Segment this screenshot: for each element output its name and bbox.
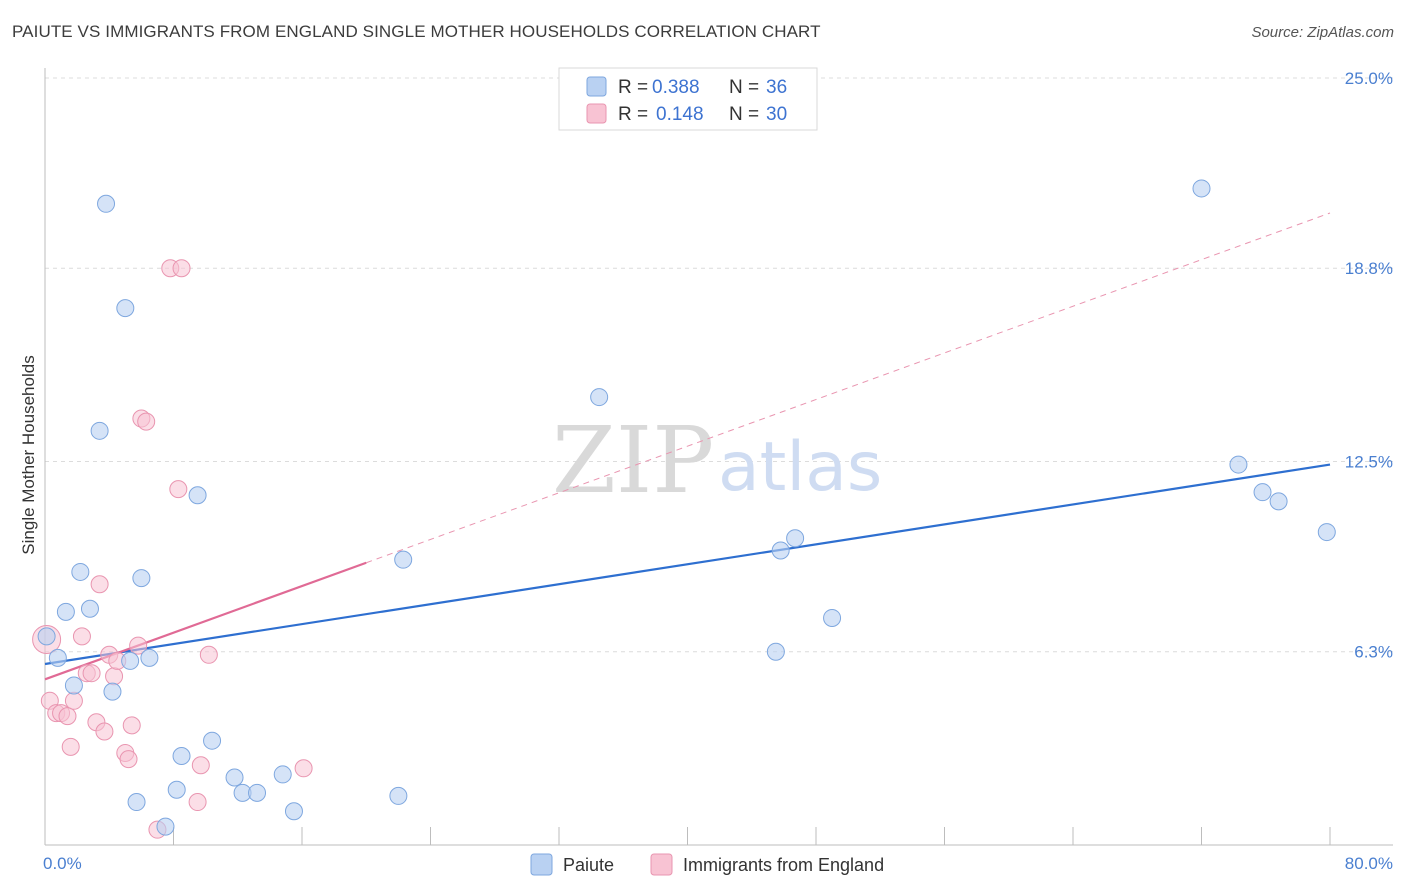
y-tick-label: 12.5% <box>1345 453 1393 472</box>
data-point-paiute <box>140 648 159 667</box>
data-point-england <box>199 645 218 664</box>
data-point-paiute <box>1269 492 1288 511</box>
data-point-england <box>82 664 101 683</box>
bottom-legend: Paiute Immigrants from England <box>530 853 884 876</box>
data-point-paiute <box>823 608 842 627</box>
data-point-paiute <box>188 486 207 505</box>
data-point-paiute <box>766 642 785 661</box>
data-point-england <box>72 627 91 646</box>
data-point-england <box>169 480 188 499</box>
data-point-paiute <box>284 802 303 821</box>
data-point-paiute <box>273 765 292 784</box>
data-point-paiute <box>48 648 67 667</box>
data-point-paiute <box>1192 179 1211 198</box>
data-point-paiute <box>71 562 90 581</box>
data-point-paiute <box>771 541 790 560</box>
data-point-paiute <box>172 747 191 766</box>
data-point-england <box>172 259 191 278</box>
data-point-paiute <box>1317 523 1336 542</box>
data-point-paiute <box>1253 483 1272 502</box>
data-point-england <box>61 737 80 756</box>
data-point-paiute <box>64 676 83 695</box>
data-point-paiute <box>394 550 413 569</box>
bottom-legend-swatch-paiute <box>530 853 553 876</box>
trend-line-england <box>44 561 367 681</box>
data-point-paiute <box>248 783 267 802</box>
grid-lines <box>45 77 1393 653</box>
chart-title: PAIUTE VS IMMIGRANTS FROM ENGLAND SINGLE… <box>12 22 821 41</box>
y-tick-label: 6.3% <box>1354 643 1393 662</box>
watermark-atlas: atlas <box>718 428 882 507</box>
y-tick-labels: 6.3% 12.5% 18.8% 25.0% <box>1345 69 1393 662</box>
data-point-paiute <box>1229 455 1248 474</box>
data-points <box>32 179 1336 839</box>
legend-r-value-2: 0.148 <box>656 104 704 125</box>
data-point-paiute <box>590 388 609 407</box>
data-point-england <box>119 750 138 769</box>
legend: R = 0.388 N = 36 R = 0.148 N = 30 <box>558 67 818 131</box>
x-tick-label-max: 80.0% <box>1345 854 1393 873</box>
data-point-england <box>122 716 141 735</box>
data-point-paiute <box>90 421 109 440</box>
y-axis-label: Single Mother Households <box>19 355 38 554</box>
data-point-paiute <box>103 682 122 701</box>
bottom-legend-swatch-england <box>650 853 673 876</box>
data-point-england <box>95 722 114 741</box>
data-point-england <box>294 759 313 778</box>
data-point-paiute <box>156 817 175 836</box>
data-point-paiute <box>121 651 140 670</box>
data-point-paiute <box>167 780 186 799</box>
data-point-england <box>64 691 83 710</box>
data-point-england <box>137 412 156 431</box>
legend-n-label-2: N = <box>729 104 759 125</box>
legend-n-value-2: 30 <box>766 104 787 125</box>
legend-r-value-1: 0.388 <box>652 77 700 98</box>
legend-r-label-2: R = <box>618 104 648 125</box>
legend-swatch-pink <box>586 103 607 124</box>
watermark: ZIP atlas <box>552 407 882 514</box>
y-tick-label: 18.8% <box>1345 259 1393 278</box>
data-point-paiute <box>127 793 146 812</box>
legend-r-label-1: R = <box>618 77 648 98</box>
data-point-paiute <box>389 786 408 805</box>
legend-n-label-1: N = <box>729 77 759 98</box>
source-label: Source: ZipAtlas.com <box>1251 24 1394 41</box>
bottom-legend-label-england: Immigrants from England <box>683 855 884 875</box>
data-point-england <box>191 756 210 775</box>
legend-n-value-1: 36 <box>766 77 787 98</box>
data-point-england <box>90 575 109 594</box>
data-point-paiute <box>37 627 56 646</box>
data-point-paiute <box>132 569 151 588</box>
trend-line-england-extension <box>366 212 1331 564</box>
data-point-england <box>188 793 207 812</box>
x-tick-label-min: 0.0% <box>43 854 82 873</box>
y-tick-label: 25.0% <box>1345 69 1393 88</box>
data-point-england <box>58 707 77 726</box>
bottom-legend-label-paiute: Paiute <box>563 855 614 875</box>
data-point-paiute <box>56 602 75 621</box>
trend-line-paiute <box>44 463 1331 666</box>
data-point-england <box>105 667 124 686</box>
data-point-paiute <box>80 599 99 618</box>
data-point-paiute <box>203 731 222 750</box>
data-point-paiute <box>116 299 135 318</box>
trend-lines <box>44 212 1331 681</box>
data-point-paiute <box>225 768 244 787</box>
legend-swatch-blue <box>586 76 607 97</box>
watermark-zip: ZIP <box>552 407 714 514</box>
data-point-england <box>129 636 148 655</box>
data-point-paiute <box>786 529 805 548</box>
data-point-paiute <box>97 194 116 213</box>
